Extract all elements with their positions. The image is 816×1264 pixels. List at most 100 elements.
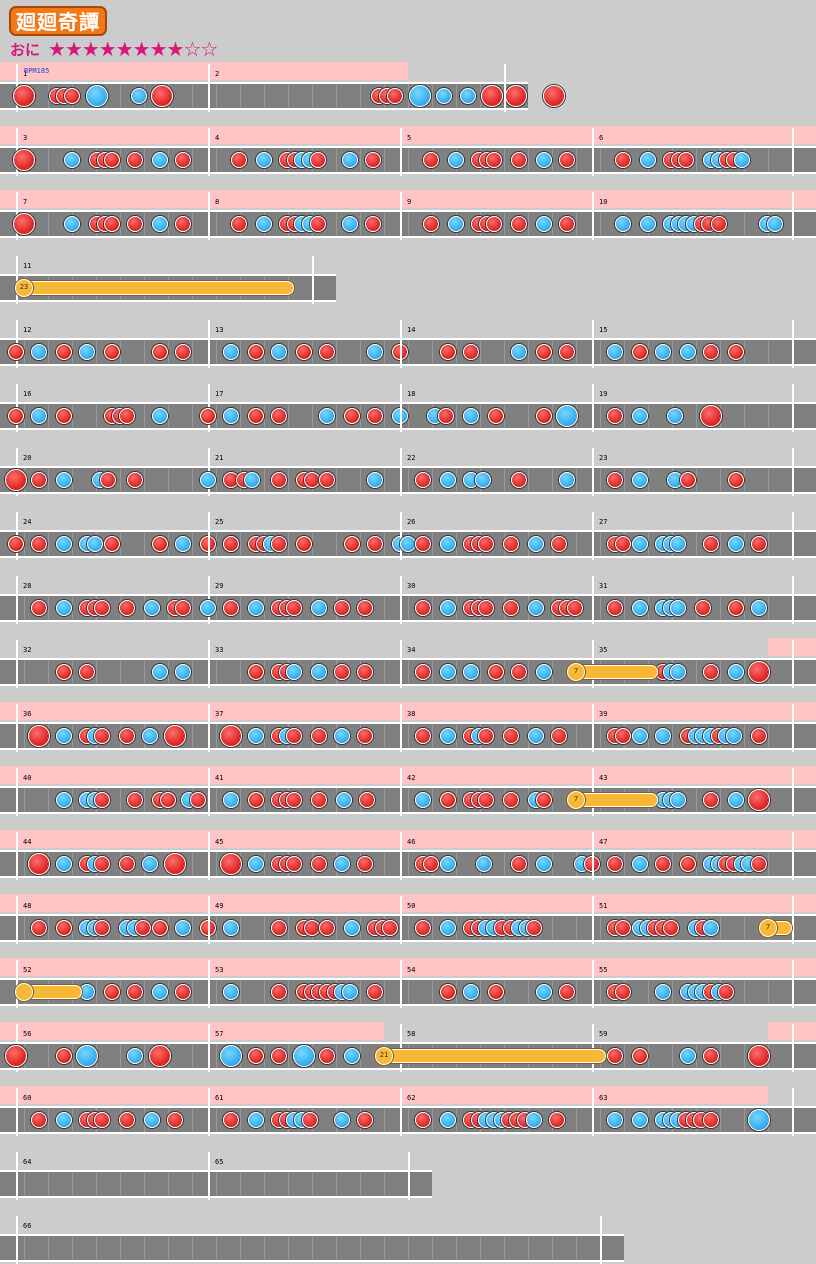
don-note [127, 984, 144, 1000]
ka-note [440, 728, 456, 744]
ka-note [175, 664, 192, 680]
bar-line [208, 640, 210, 688]
beat-line [240, 84, 241, 108]
ka-note [632, 408, 648, 424]
gogo-highlight [0, 62, 408, 80]
beat-line [744, 788, 745, 812]
bar-line [592, 1088, 594, 1136]
big-don-note [700, 405, 723, 427]
ka-note [415, 792, 432, 808]
beat-line [384, 1108, 385, 1132]
big-ka-note [556, 405, 579, 427]
beat-line [552, 340, 553, 364]
beat-line [240, 1108, 241, 1132]
beat-line [96, 404, 97, 428]
don-note [607, 600, 624, 616]
bar-line [208, 832, 210, 880]
don-note [175, 216, 192, 232]
don-note [632, 1048, 648, 1064]
gogo-highlight [0, 830, 816, 848]
beat-line [48, 1044, 49, 1068]
don-note [503, 600, 520, 616]
beat-line [144, 468, 145, 492]
beat-line [408, 468, 409, 492]
beat-line [336, 340, 337, 364]
don-note [94, 920, 111, 936]
beat-line [288, 340, 289, 364]
beat-line [72, 1236, 73, 1260]
beat-line [384, 980, 385, 1004]
beat-line [720, 340, 721, 364]
beat-line [408, 148, 409, 172]
beat-line [216, 596, 217, 620]
beat-line [72, 1044, 73, 1068]
don-note [309, 152, 326, 168]
measure-number: 55 [599, 966, 608, 974]
beat-line [192, 1236, 193, 1260]
drumroll-head: 21 [375, 1047, 393, 1065]
beat-line [288, 980, 289, 1004]
beat-line [48, 404, 49, 428]
beat-line [120, 84, 121, 108]
measure-number: 60 [23, 1094, 32, 1102]
beat-line [768, 724, 769, 748]
big-ka-note [293, 1045, 315, 1067]
beat-line [168, 404, 169, 428]
bar-line [16, 896, 18, 944]
don-note [614, 536, 631, 552]
ka-note [440, 536, 456, 552]
measure-number: 13 [215, 326, 224, 334]
ka-note [311, 600, 328, 616]
beat-line [384, 596, 385, 620]
measure-number: 43 [599, 774, 608, 782]
don-note [415, 536, 432, 552]
bar-line [592, 576, 594, 624]
measure-number: 14 [407, 326, 416, 334]
beat-line [264, 980, 265, 1004]
difficulty-row: おに ★★★★★★★★☆☆ [10, 38, 218, 60]
big-ka-note [76, 1045, 99, 1067]
don-note [104, 344, 120, 360]
beat-line [480, 404, 481, 428]
don-note [703, 792, 720, 808]
big-don-note [5, 469, 27, 491]
don-note [175, 600, 192, 616]
don-note [751, 536, 768, 552]
beat-line [360, 212, 361, 236]
beat-line [624, 596, 625, 620]
ka-note [536, 216, 553, 232]
don-note [607, 856, 624, 872]
don-note [31, 472, 48, 488]
ka-note [440, 472, 456, 488]
beat-line [528, 340, 529, 364]
beat-line [360, 148, 361, 172]
beat-line [24, 852, 25, 876]
beat-line [216, 532, 217, 556]
beat-line [720, 596, 721, 620]
don-note [31, 920, 48, 936]
beat-line [264, 916, 265, 940]
ka-note [751, 600, 768, 616]
measure-number: 15 [599, 326, 608, 334]
beat-line [96, 340, 97, 364]
beat-line [312, 1236, 313, 1260]
beat-line [24, 788, 25, 812]
beat-line [360, 340, 361, 364]
measure-number: 29 [215, 582, 224, 590]
measure-number: 10 [599, 198, 608, 206]
beat-line [72, 852, 73, 876]
don-note [271, 1048, 288, 1064]
don-note [718, 984, 735, 1000]
bar-line [400, 960, 402, 1008]
beat-line [432, 980, 433, 1004]
beat-line [72, 404, 73, 428]
beat-line [744, 1044, 745, 1068]
ka-note [342, 152, 359, 168]
ka-note [474, 472, 491, 488]
drumroll-head: 7 [567, 663, 585, 681]
beat-line [288, 532, 289, 556]
measure-number: 37 [215, 710, 224, 718]
beat-line [528, 404, 529, 428]
ka-note [56, 536, 72, 552]
beat-line [336, 1044, 337, 1068]
